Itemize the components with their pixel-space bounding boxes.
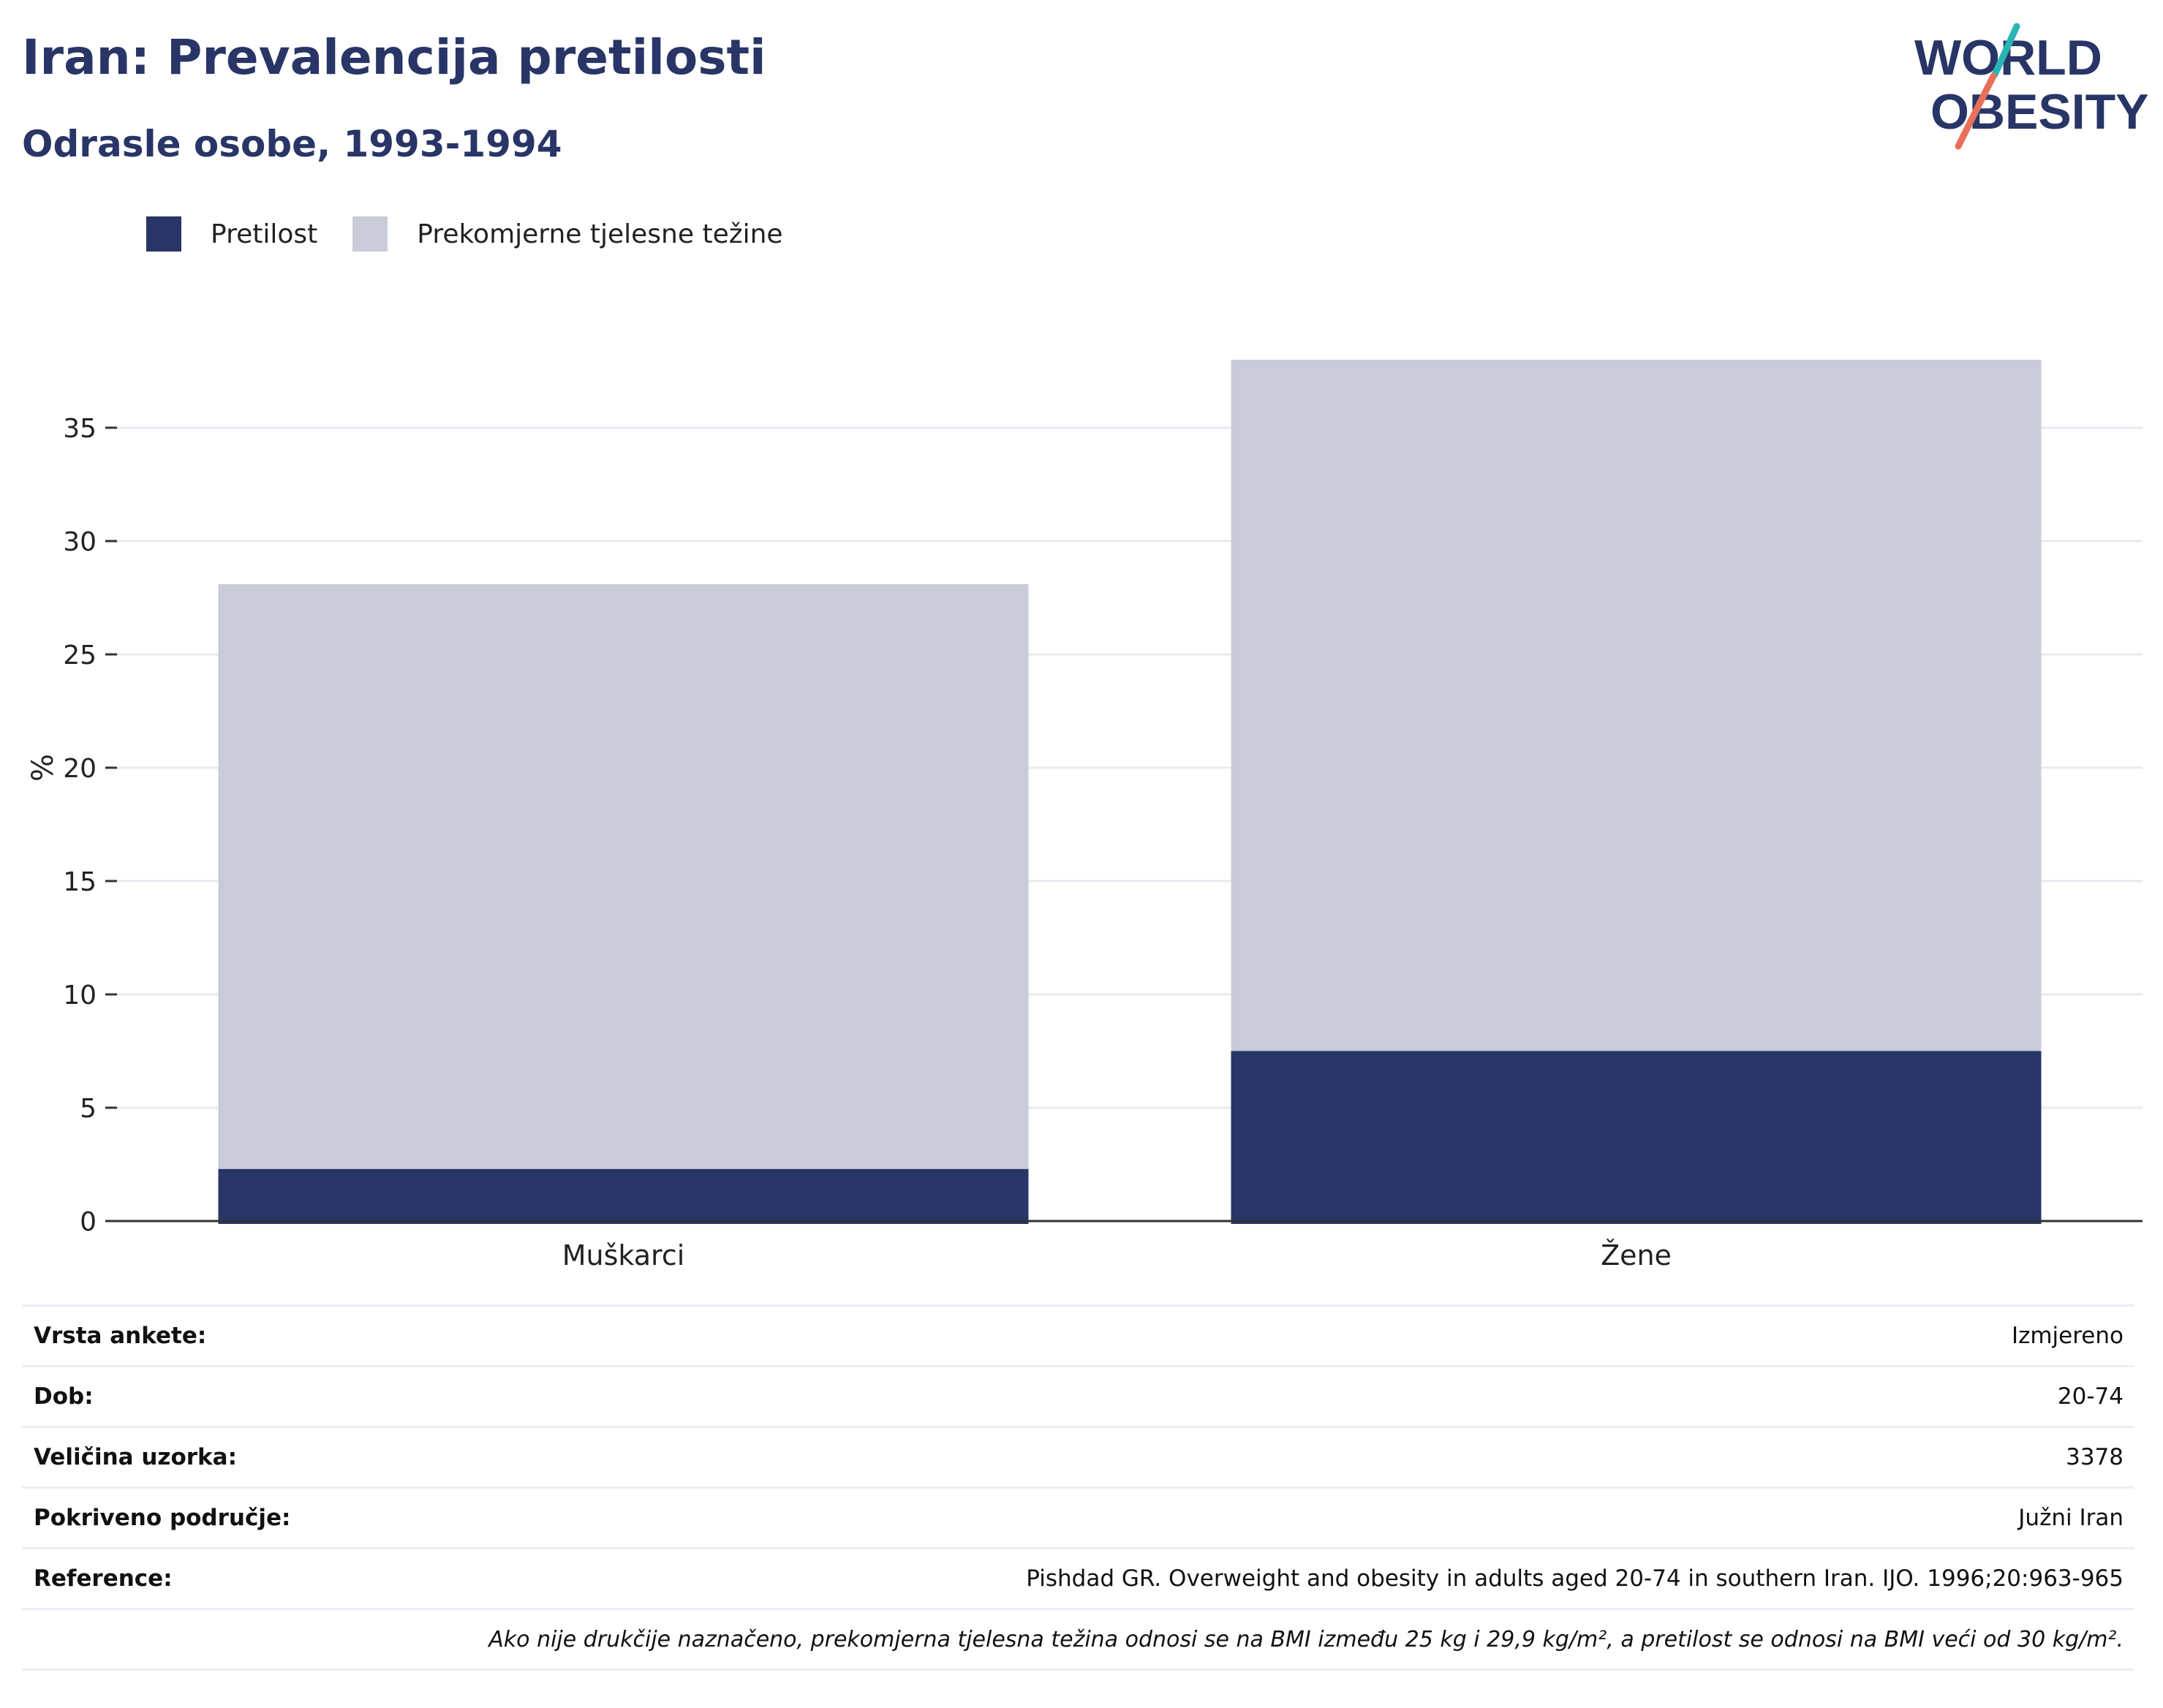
info-value: Pishdad GR. Overweight and obesity in ad…: [1026, 1565, 2124, 1592]
y-axis-label: %: [26, 754, 60, 782]
info-value: 20-74: [2057, 1383, 2124, 1410]
definition-note: Ako nije drukčije naznačeno, prekomjerna…: [488, 1626, 2124, 1652]
info-row-sample-size: Veličina uzorka: 3378: [22, 1428, 2134, 1489]
y-tick-label: 5: [80, 1094, 97, 1124]
legend-item-overweight[interactable]: Prekomjerne tjelesne težine: [352, 216, 783, 252]
info-key: Vrsta ankete:: [34, 1323, 207, 1349]
info-value: Južni Iran: [2018, 1505, 2124, 1531]
y-tick-label: 25: [63, 640, 97, 670]
y-tick-label: 0: [80, 1207, 97, 1237]
legend-label-obesity: Pretilost: [211, 219, 318, 249]
y-tick-label: 30: [63, 527, 97, 557]
stacked-bar-chart: 0 5 10 15 20 25 30 35% Muškarci Žene: [26, 360, 2143, 1271]
chart-subtitle: Odrasle osobe, 1993-1994: [22, 123, 562, 165]
survey-info-table: Vrsta ankete: Izmjereno Dob: 20-74 Velič…: [22, 1304, 2134, 1671]
bar-overweight-1: [1231, 360, 2042, 1051]
chart-title: Iran: Prevalencija pretilosti: [22, 29, 766, 86]
world-obesity-logo: WORLD OBESITY: [1914, 23, 2149, 150]
legend-item-obesity[interactable]: Pretilost: [146, 216, 317, 252]
bar-obesity-0: [218, 1168, 1029, 1224]
logo-slash-teal: [1991, 23, 2020, 78]
legend-swatch-overweight: [352, 216, 388, 252]
chart-legend: Pretilost Prekomjerne tjelesne težine: [146, 216, 818, 252]
logo-slash-coral: [1955, 72, 1997, 150]
legend-label-overweight: Prekomjerne tjelesne težine: [417, 219, 783, 249]
info-row-reference: Reference: Pishdad GR. Overweight and ob…: [22, 1549, 2134, 1610]
bar-obesity-1: [1231, 1051, 2042, 1224]
x-tick-label: Muškarci: [562, 1239, 685, 1271]
info-value: Izmjereno: [2011, 1323, 2124, 1349]
y-tick-label: 35: [63, 414, 97, 444]
x-tick-label: Žene: [1601, 1239, 1672, 1271]
info-row-survey-type: Vrsta ankete: Izmjereno: [22, 1304, 2134, 1367]
info-row-definition-note: Ako nije drukčije naznačeno, prekomjerna…: [22, 1610, 2134, 1671]
bar-overweight-0: [218, 583, 1029, 1169]
y-tick-label: 15: [63, 867, 97, 897]
info-key: Reference:: [34, 1565, 173, 1592]
y-tick-label: 20: [63, 754, 97, 784]
info-key: Dob:: [34, 1383, 94, 1410]
info-row-age: Dob: 20-74: [22, 1367, 2134, 1428]
legend-swatch-obesity: [146, 216, 181, 252]
y-tick-label: 10: [63, 980, 97, 1010]
info-key: Veličina uzorka:: [34, 1444, 237, 1470]
info-key: Pokriveno područje:: [34, 1505, 291, 1531]
info-row-coverage: Pokriveno područje: Južni Iran: [22, 1489, 2134, 1549]
info-value: 3378: [2066, 1444, 2124, 1470]
